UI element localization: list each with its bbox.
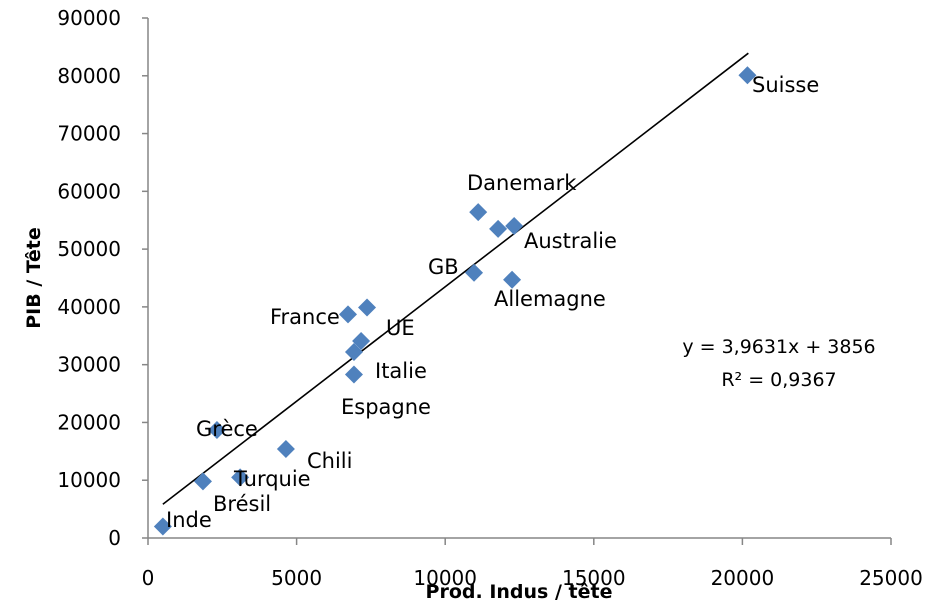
point-label: Italie [375, 359, 427, 383]
y-tick-label: 30000 [57, 353, 121, 377]
point-label: Espagne [341, 395, 431, 419]
data-point-marker [469, 203, 488, 222]
data-point-marker [193, 472, 212, 491]
data-point-marker [352, 331, 371, 350]
trendline [162, 52, 749, 505]
axes: 0100002000030000400005000060000700008000… [57, 6, 922, 590]
point-label: Danemark [467, 171, 577, 195]
point-label: GB [428, 255, 459, 279]
point-label: Chili [307, 449, 352, 473]
data-point-marker [231, 468, 250, 487]
y-axis-title: PIB / Tête [23, 227, 45, 329]
data-point-marker [207, 420, 226, 439]
point-label: Turquie [233, 467, 311, 491]
y-tick-label: 60000 [57, 179, 121, 203]
y-tick-label: 20000 [57, 410, 121, 434]
y-tick-label: 70000 [57, 122, 121, 146]
data-point-marker [489, 219, 508, 238]
data-point-marker [465, 263, 484, 282]
data-point-marker [738, 66, 757, 85]
data-point-marker [358, 298, 377, 317]
x-tick-label: 15000 [562, 566, 626, 590]
y-tick-label: 90000 [57, 6, 121, 30]
y-tick-label: 10000 [57, 468, 121, 492]
data-point-marker [344, 365, 363, 384]
x-axis-title: Prod. Indus / tête [426, 581, 613, 603]
data-point-marker [339, 305, 358, 324]
x-tick-label: 10000 [413, 566, 477, 590]
y-tick-label: 0 [108, 526, 121, 550]
data-points [153, 66, 757, 536]
y-tick-label: 80000 [57, 64, 121, 88]
x-tick-label: 20000 [711, 566, 775, 590]
x-tick-label: 25000 [859, 566, 923, 590]
point-label: UE [386, 316, 415, 340]
y-tick-label: 50000 [57, 237, 121, 261]
data-point-marker [503, 270, 522, 289]
x-tick-label: 5000 [271, 566, 322, 590]
data-point-marker [153, 517, 172, 536]
point-label: Brésil [213, 492, 271, 516]
data-point-marker [276, 440, 295, 459]
data-point-marker [505, 217, 524, 235]
trendline-line [162, 52, 749, 505]
point-label: Australie [524, 229, 617, 253]
trendline-equation: y = 3,9631x + 3856 [682, 336, 875, 358]
data-point-marker [344, 342, 363, 361]
point-label: Grèce [196, 417, 258, 441]
point-label: Inde [166, 508, 212, 532]
point-label: Suisse [752, 73, 819, 97]
point-label: France [270, 305, 340, 329]
y-tick-label: 40000 [57, 295, 121, 319]
r-squared-label: R² = 0,9367 [721, 369, 836, 391]
point-label: Allemagne [494, 287, 606, 311]
x-tick-label: 0 [142, 566, 155, 590]
